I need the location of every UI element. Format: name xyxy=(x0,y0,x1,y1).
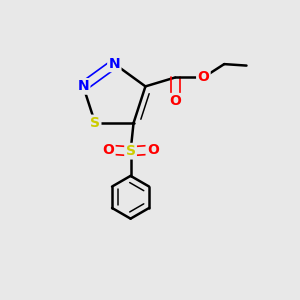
Text: O: O xyxy=(169,94,181,108)
Text: N: N xyxy=(109,57,120,71)
Text: O: O xyxy=(147,143,159,157)
Text: N: N xyxy=(77,80,89,93)
Text: S: S xyxy=(90,116,100,130)
Text: O: O xyxy=(102,143,114,157)
Text: O: O xyxy=(197,70,209,85)
Text: S: S xyxy=(126,144,136,158)
